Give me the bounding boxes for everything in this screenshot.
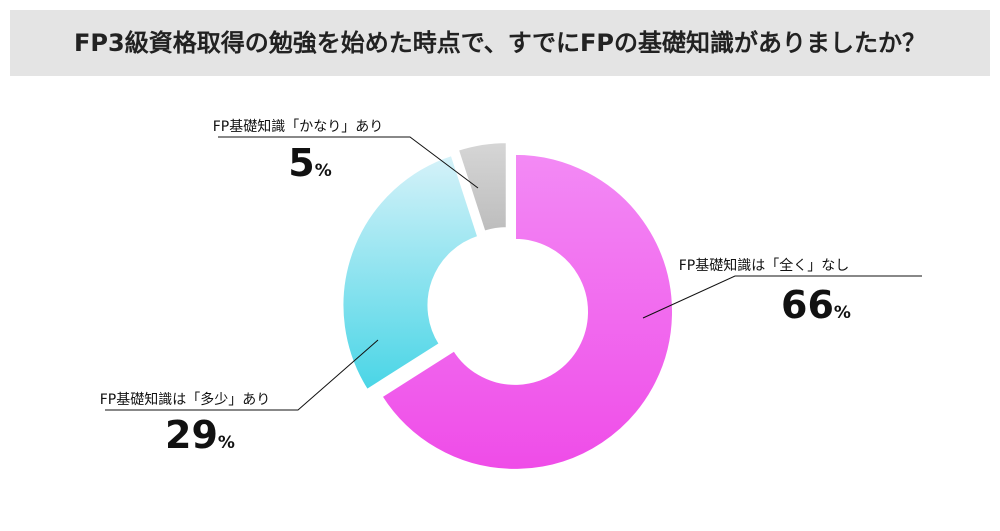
leader-line-1: [642, 275, 922, 319]
chart-title: FP3級資格取得の勉強を始めた時点で、すでにFPの基礎知識がありましたか？: [74, 29, 926, 57]
slice-value-2: 29%: [165, 413, 235, 457]
slice-value-3: 5%: [288, 141, 332, 185]
leader-line-2: [105, 339, 379, 411]
leader-line-3: [218, 136, 479, 189]
slice-label-1: FP基礎知識は「全く」なし: [679, 257, 850, 274]
title-bar: FP3級資格取得の勉強を始めた時点で、すでにFPの基礎知識がありましたか？: [10, 10, 990, 76]
slice-label-2: FP基礎知識は「多少」あり: [100, 391, 271, 408]
donut-slice-1: [380, 152, 675, 471]
donut-slice-2: [341, 153, 480, 392]
donut-slice-3: [456, 141, 508, 233]
slice-value-1: 66%: [781, 283, 851, 327]
slice-label-3: FP基礎知識「かなり」あり: [213, 118, 384, 135]
